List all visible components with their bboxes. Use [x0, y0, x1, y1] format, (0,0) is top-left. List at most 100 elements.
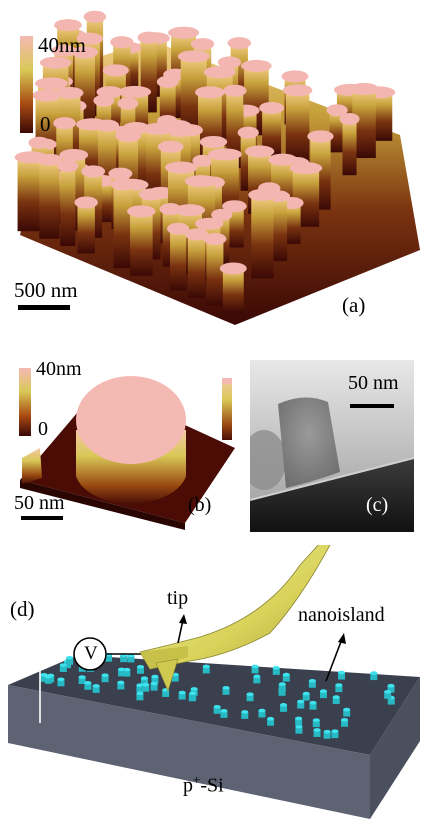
nanoisland-array	[40, 650, 395, 739]
nanoisland-body	[272, 667, 280, 675]
nanoisland-top	[297, 699, 305, 704]
afm-pillar-top	[203, 66, 236, 79]
panel-a: 40nm 0 500 nm (a)	[0, 0, 427, 330]
nanoisland-top	[78, 675, 86, 679]
afm-pillar-top	[71, 46, 98, 59]
nanoisland-body	[282, 674, 290, 682]
nanoisland-top	[117, 680, 125, 685]
panel-b: 40nm 0 50 nm (b)	[0, 358, 240, 536]
afm-pillar-top	[35, 77, 69, 90]
afm-pillar-top	[203, 232, 227, 245]
nanoisland-body	[57, 679, 65, 687]
nanoisland-body	[297, 701, 305, 709]
nanoisland-body	[40, 674, 48, 682]
nanoisland-top	[335, 683, 343, 687]
afm-pillar-top	[93, 94, 115, 107]
afm-pillar-top	[219, 262, 247, 275]
scalebar-c-bar	[350, 404, 394, 408]
afm-pillar-top	[174, 204, 206, 217]
afm-pillar-top	[199, 135, 228, 148]
nanoisland-body	[220, 710, 228, 718]
nanoisland-body	[295, 726, 303, 734]
afm-pillar-top	[217, 56, 242, 69]
nanoisland-top	[308, 678, 316, 683]
nanoisland-body	[140, 678, 148, 686]
nanoisland-top	[150, 681, 158, 686]
afm-pillar-top	[36, 153, 63, 166]
nanoisland-top	[140, 676, 148, 680]
nanoisland-top	[332, 695, 340, 699]
nanoisland-top	[313, 728, 321, 732]
afm-pillar-top	[168, 26, 200, 39]
nanoisland-body	[101, 675, 109, 683]
substrate-label-p: p	[183, 774, 193, 797]
nanoisland-body	[278, 688, 286, 696]
nanoisland-body	[278, 684, 286, 692]
nanoisland-top	[309, 700, 317, 705]
afm-pillar-wall	[285, 90, 310, 164]
nanoisland-body	[246, 694, 254, 702]
nanoisland-top	[295, 724, 303, 729]
nanoisland-body	[136, 666, 144, 674]
nanoisland-top	[59, 663, 67, 667]
nanoisland-top	[387, 683, 395, 688]
afm-pillar-top	[55, 86, 84, 99]
nanoisland-top	[136, 683, 144, 687]
afm-pillar-top	[245, 145, 275, 158]
colorbar-a-max-label: 40nm	[38, 33, 86, 57]
afm-pillar-top	[207, 148, 242, 161]
nanoisland-body	[335, 685, 343, 693]
tip-label: tip	[167, 587, 189, 609]
afm-tip-icon	[155, 658, 179, 692]
afm-pillar-top	[289, 162, 323, 175]
panel-d-label: (d)	[10, 597, 35, 621]
nanoisland-top	[92, 684, 100, 688]
afm-pillar-wall	[262, 107, 282, 158]
afm-pillar-top	[167, 125, 194, 138]
nanoisland-body	[295, 718, 303, 726]
afm-pillar-top	[110, 178, 136, 191]
scalebar-b-bar	[21, 516, 63, 520]
afm-pillar-wall	[113, 184, 133, 269]
afm-pillar-top	[281, 70, 309, 83]
afm-pillar-wall	[222, 268, 244, 313]
nanoisland-body	[66, 657, 74, 665]
nanoisland-top	[84, 680, 92, 685]
nanoisland-body	[136, 685, 144, 693]
nanoisland-top	[267, 716, 275, 721]
island-top	[76, 376, 186, 464]
afm-pillar-wall	[60, 166, 76, 247]
afm-pillar-top	[268, 153, 298, 166]
substrate-front	[8, 685, 370, 819]
nanoisland-body	[123, 669, 131, 677]
afm-pillar-top	[326, 104, 348, 117]
nanoisland-top	[222, 685, 230, 690]
afm-pillar-top	[51, 44, 77, 57]
tip-arrow	[177, 619, 184, 644]
colorbar-a	[20, 36, 33, 133]
nanoisland-body	[92, 685, 100, 693]
nanoisland-top	[282, 672, 290, 677]
colorbar-a-min-label: 0	[40, 112, 51, 136]
nanoisland-top	[246, 692, 254, 697]
nanoisland-body	[253, 676, 261, 684]
nanoisland-body	[280, 704, 288, 712]
afm-pillar-top	[259, 101, 285, 114]
nanoisland-body	[202, 666, 210, 674]
nanoisland-body	[370, 673, 378, 681]
nanoisland-top	[44, 674, 52, 679]
nanoisland-body	[331, 731, 339, 739]
nanoisland-top	[178, 690, 186, 695]
nanoisland-body	[151, 676, 159, 684]
afm-topography-image	[14, 10, 420, 325]
voltmeter-label: V	[84, 643, 98, 664]
substrate-label: p+-Si	[183, 772, 224, 798]
afm-pillar-top	[94, 119, 120, 132]
nanoisland-top	[278, 682, 286, 686]
nanoisland-body	[117, 682, 125, 690]
afm-pillar-top	[83, 10, 107, 23]
afm-pillar-top	[117, 97, 139, 110]
nanoisland-top	[253, 674, 261, 679]
afm-pillar-wall	[77, 202, 95, 254]
nanoisland-top	[202, 664, 210, 669]
